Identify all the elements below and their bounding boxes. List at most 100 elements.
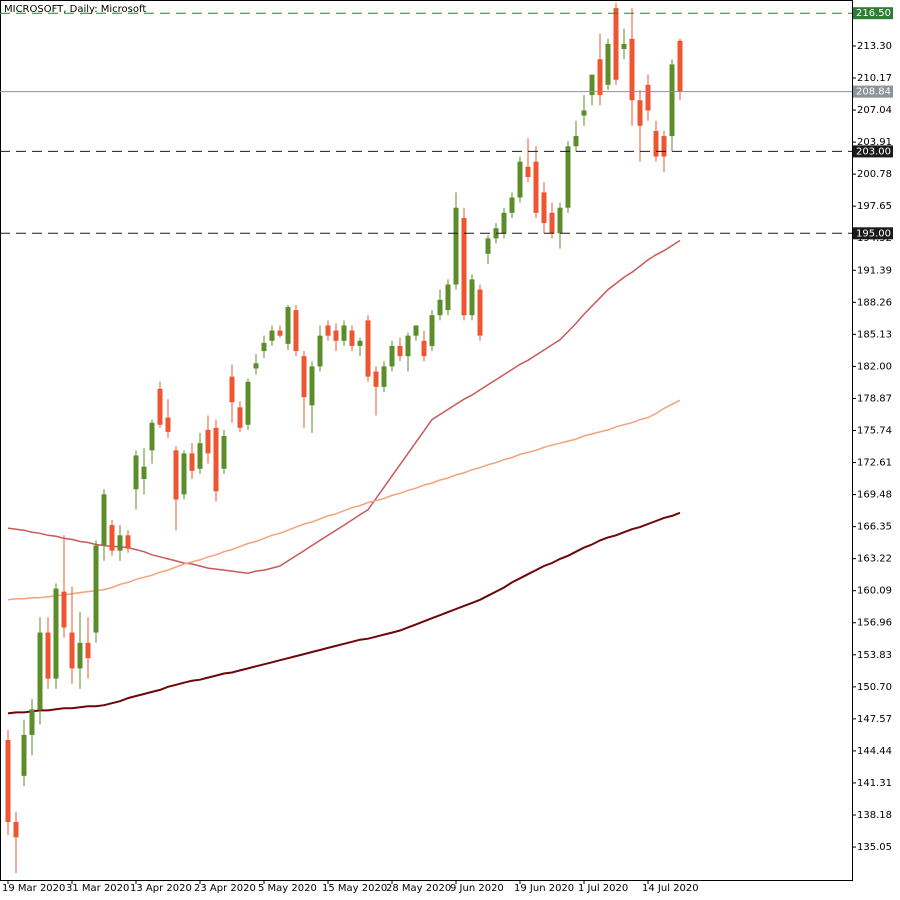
price-tag	[853, 7, 893, 20]
candle-body	[341, 325, 347, 341]
candle-body	[157, 388, 163, 425]
candle-body	[117, 535, 123, 551]
y-tick-label: 172.61	[857, 458, 892, 469]
candle-body	[229, 376, 235, 403]
y-tick-label: 210.17	[857, 73, 892, 84]
candle-body	[413, 325, 419, 336]
y-tick-label: 182.00	[857, 361, 892, 372]
x-tick-label: 5 May 2020	[258, 883, 317, 894]
price-tag	[853, 145, 893, 158]
candle-body	[437, 299, 443, 316]
candle-body	[549, 212, 555, 234]
y-tick-label: 160.09	[857, 586, 892, 597]
candle-body	[221, 436, 227, 469]
candle-body	[101, 494, 107, 546]
price-tag	[853, 85, 893, 98]
candle-body	[277, 330, 283, 336]
candle-body	[317, 335, 323, 367]
candle-body	[141, 466, 147, 480]
candle-body	[477, 289, 483, 336]
candle-body	[469, 279, 475, 316]
candle-body	[205, 429, 211, 454]
candle-body	[429, 315, 435, 346]
candle-body	[613, 8, 619, 80]
candle-body	[325, 325, 331, 336]
candle-body	[85, 642, 91, 659]
x-tick-label: 15 May 2020	[322, 883, 387, 894]
y-tick-label: 156.96	[857, 618, 892, 629]
candle-body	[453, 207, 459, 285]
candle-body	[5, 740, 11, 822]
y-tick-label: 163.22	[857, 554, 892, 565]
x-tick-label: 13 Apr 2020	[130, 883, 192, 894]
candle-body	[109, 525, 115, 551]
candle-body	[669, 64, 675, 137]
candle-body	[573, 136, 579, 147]
candle-body	[629, 38, 635, 101]
candle-body	[589, 74, 595, 96]
y-tick-label: 207.04	[857, 105, 892, 116]
candle-body	[45, 632, 51, 679]
candle-body	[389, 345, 395, 367]
candle-body	[485, 238, 491, 254]
candle-body	[53, 588, 59, 679]
y-tick-label: 150.70	[857, 682, 892, 693]
y-tick-label: 166.35	[857, 522, 892, 533]
candle-body	[661, 136, 667, 157]
y-tick-label: 188.26	[857, 297, 892, 308]
candle-body	[517, 161, 523, 198]
candle-body	[421, 340, 427, 357]
candle-body	[653, 130, 659, 157]
candle-body	[301, 356, 307, 398]
candle-body	[245, 381, 251, 425]
candle-body	[93, 545, 99, 633]
candle-body	[373, 371, 379, 387]
candle-body	[13, 821, 19, 838]
candle-body	[149, 422, 155, 451]
x-tick-label: 28 May 2020	[386, 883, 451, 894]
plot-frame	[0, 0, 853, 881]
y-tick-label: 197.65	[857, 201, 892, 212]
candle-body	[269, 330, 275, 341]
candle-body	[69, 632, 75, 669]
moving-average	[7, 399, 681, 601]
candle-body	[189, 453, 195, 471]
candle-body	[181, 453, 187, 495]
candle-body	[173, 450, 179, 500]
candle-body	[125, 535, 131, 549]
y-tick-label: 138.18	[857, 810, 892, 821]
candle-body	[213, 427, 219, 492]
y-tick-label: 153.83	[857, 650, 892, 661]
candle-body	[21, 734, 27, 776]
y-tick-label: 144.44	[857, 746, 892, 757]
candle-body	[397, 345, 403, 357]
candle-body	[197, 443, 203, 469]
chart-title: MICROSOFT, Daily: Microsoft	[4, 4, 146, 15]
candle-body	[405, 335, 411, 357]
candle-body	[637, 100, 643, 126]
y-tick-label: 203.91	[857, 137, 892, 148]
candle-body	[333, 330, 339, 341]
y-tick-label: 175.74	[857, 425, 892, 436]
candle-body	[445, 284, 451, 311]
x-tick-label: 31 Mar 2020	[66, 883, 129, 894]
y-tick-label: 141.31	[857, 778, 892, 789]
candle-body	[557, 207, 563, 234]
candle-body	[365, 320, 371, 377]
y-tick-label: 135.05	[857, 842, 892, 853]
x-tick-label: 1 Jul 2020	[578, 883, 628, 894]
y-tick-label: 191.39	[857, 265, 892, 276]
x-tick-label: 14 Jul 2020	[642, 883, 699, 894]
candle-body	[509, 197, 515, 213]
candle-body	[381, 366, 387, 387]
y-tick-label: 200.78	[857, 169, 892, 180]
candle-body	[61, 591, 67, 628]
x-tick-label: 9 Jun 2020	[450, 883, 504, 894]
y-tick-label: 185.13	[857, 329, 892, 340]
price-tag	[853, 227, 893, 240]
y-tick-label: 213.30	[857, 41, 892, 52]
candle-body	[29, 709, 35, 735]
candle-body	[309, 366, 315, 406]
candle-body	[165, 417, 171, 432]
